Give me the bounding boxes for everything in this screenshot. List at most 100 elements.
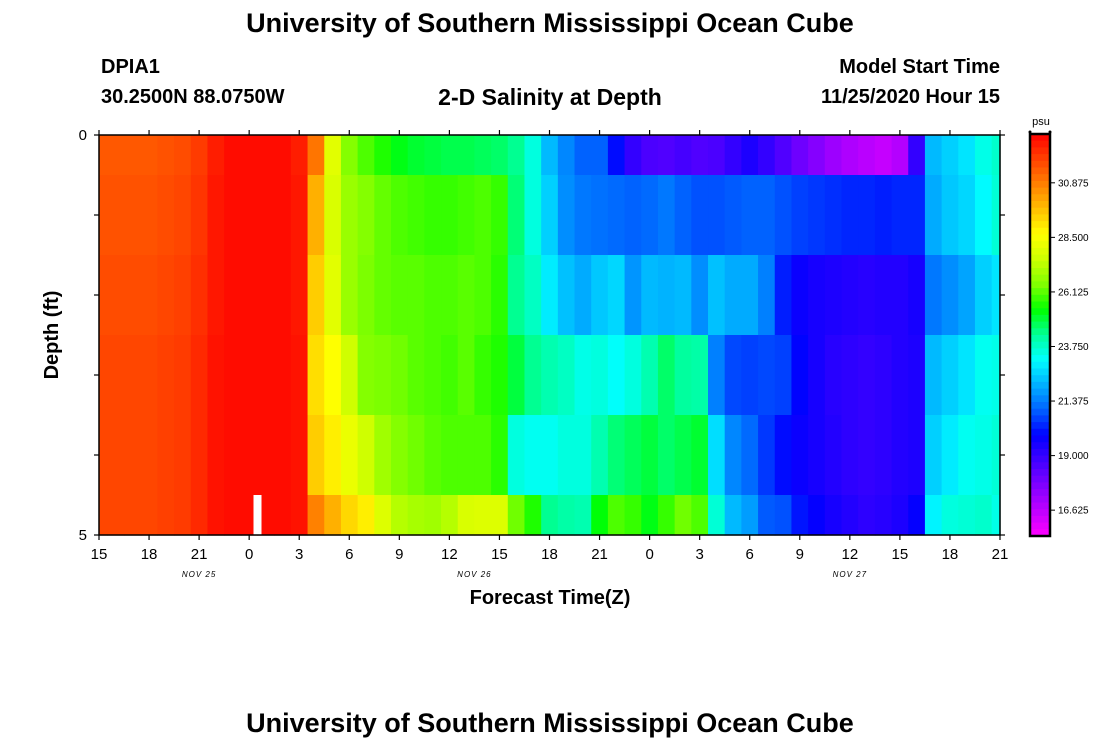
heatmap-cell bbox=[190, 415, 209, 496]
heatmap-cell bbox=[641, 415, 659, 496]
heatmap-cell bbox=[874, 495, 893, 536]
colorbar-swatch bbox=[1030, 274, 1050, 282]
colorbar-swatch bbox=[1030, 375, 1050, 383]
x-tick-label: 18 bbox=[942, 546, 959, 563]
heatmap-cell bbox=[457, 415, 476, 496]
x-tick-label: 15 bbox=[91, 546, 108, 563]
x-axis-ticks: 15 18 21 0 3 6 9 12 15 18 21 0 3 6 9 12 15 18 21 bbox=[91, 130, 1008, 563]
heatmap-cell bbox=[474, 135, 492, 176]
heatmap-cell bbox=[424, 335, 442, 416]
y-axis-ticks: 05 bbox=[79, 127, 1005, 544]
colorbar-swatch bbox=[1030, 381, 1050, 390]
heatmap-cell bbox=[557, 415, 576, 496]
heatmap-cell bbox=[207, 255, 225, 336]
heatmap-cell bbox=[858, 135, 876, 176]
heatmap-cell bbox=[758, 135, 776, 176]
heatmap-cell bbox=[724, 255, 742, 336]
heatmap-cell bbox=[574, 135, 592, 176]
heatmap-cell bbox=[107, 255, 125, 336]
heatmap-cell bbox=[491, 175, 509, 256]
current-time-marker bbox=[253, 495, 262, 535]
heatmap-cell bbox=[507, 135, 526, 176]
colorbar-swatch bbox=[1030, 489, 1050, 497]
heatmap-cell bbox=[708, 415, 726, 496]
x-tick-label: 21 bbox=[191, 546, 208, 563]
heatmap-cell bbox=[841, 495, 859, 536]
heatmap-cell bbox=[808, 175, 826, 256]
colorbar-swatch bbox=[1030, 469, 1050, 477]
heatmap-cell bbox=[407, 495, 425, 536]
heatmap-cell bbox=[941, 415, 959, 496]
heatmap-cell bbox=[240, 175, 259, 256]
heatmap-cell bbox=[157, 175, 175, 256]
heatmap-cell bbox=[774, 135, 793, 176]
heatmap-cell bbox=[224, 415, 242, 496]
colorbar-swatch bbox=[1030, 247, 1050, 256]
heatmap-cell bbox=[390, 495, 409, 536]
heatmap-cell bbox=[541, 175, 559, 256]
heatmap-cell bbox=[357, 255, 375, 336]
heatmap-cell bbox=[274, 175, 292, 256]
heatmap-cell bbox=[424, 255, 442, 336]
heatmap-cell bbox=[140, 495, 158, 536]
heatmap-cell bbox=[841, 415, 859, 496]
colorbar-corner-dot bbox=[1048, 130, 1052, 134]
heatmap-cell bbox=[824, 415, 843, 496]
heatmap-cell bbox=[724, 415, 742, 496]
heatmap-cell bbox=[274, 255, 292, 336]
colorbar-swatch bbox=[1030, 529, 1050, 537]
heatmap-cell bbox=[174, 495, 192, 536]
heatmap-cell bbox=[958, 495, 976, 536]
colorbar-swatch bbox=[1030, 187, 1050, 195]
heatmap-cell bbox=[607, 335, 626, 416]
colorbar-swatch bbox=[1030, 180, 1050, 189]
heatmap-cell bbox=[724, 335, 742, 416]
heatmap-cell bbox=[624, 335, 642, 416]
heatmap-cell bbox=[457, 495, 476, 536]
colorbar-ticks: 30.875 28.500 26.125 23.750 21.375 19.000 16.6… bbox=[1028, 130, 1089, 517]
heatmap-cell bbox=[357, 335, 375, 416]
heatmap-cell bbox=[641, 255, 659, 336]
heatmap-cell bbox=[441, 135, 459, 176]
heatmap-cell bbox=[741, 255, 759, 336]
heatmap-cell bbox=[240, 255, 259, 336]
heatmap-cell bbox=[207, 495, 225, 536]
heatmap-cell bbox=[541, 335, 559, 416]
heatmap-cell bbox=[691, 335, 709, 416]
heatmap-cell bbox=[724, 175, 742, 256]
heatmap-cell bbox=[524, 335, 542, 416]
heatmap-cell bbox=[240, 135, 259, 176]
plot-title: 2-D Salinity at Depth bbox=[438, 84, 662, 110]
heatmap-cell bbox=[858, 255, 876, 336]
heatmap-cell bbox=[441, 415, 459, 496]
heatmap-cell bbox=[958, 135, 976, 176]
heatmap-cell bbox=[190, 495, 209, 536]
heatmap-cell bbox=[390, 255, 409, 336]
colorbar-swatch bbox=[1030, 328, 1050, 336]
heatmap-cell bbox=[107, 495, 125, 536]
colorbar-tick-label: 21.375 bbox=[1058, 397, 1089, 408]
heatmap-cell bbox=[290, 495, 309, 536]
heatmap-cell bbox=[991, 335, 1001, 416]
heatmap-cell bbox=[99, 175, 108, 256]
colorbar-swatch bbox=[1030, 368, 1050, 376]
heatmap-cell bbox=[641, 135, 659, 176]
heatmap-cell bbox=[841, 135, 859, 176]
colorbar-swatch bbox=[1030, 167, 1050, 175]
heatmap-cell bbox=[424, 415, 442, 496]
heatmap-cell bbox=[441, 255, 459, 336]
heatmap-cell bbox=[124, 175, 142, 256]
heatmap-cell bbox=[758, 175, 776, 256]
heatmap-cell bbox=[874, 335, 893, 416]
colorbar-tick-label: 23.750 bbox=[1058, 342, 1089, 353]
heatmap-cell bbox=[224, 255, 242, 336]
heatmap-cell bbox=[374, 175, 392, 256]
heatmap-cell bbox=[674, 175, 692, 256]
heatmap-cell bbox=[958, 255, 976, 336]
heatmap-cell bbox=[307, 415, 325, 496]
heatmap-cell bbox=[307, 495, 325, 536]
heatmap-cell bbox=[124, 255, 142, 336]
heatmap-cell bbox=[357, 135, 375, 176]
heatmap-cell bbox=[774, 495, 793, 536]
colorbar-units: psu bbox=[1032, 116, 1050, 128]
